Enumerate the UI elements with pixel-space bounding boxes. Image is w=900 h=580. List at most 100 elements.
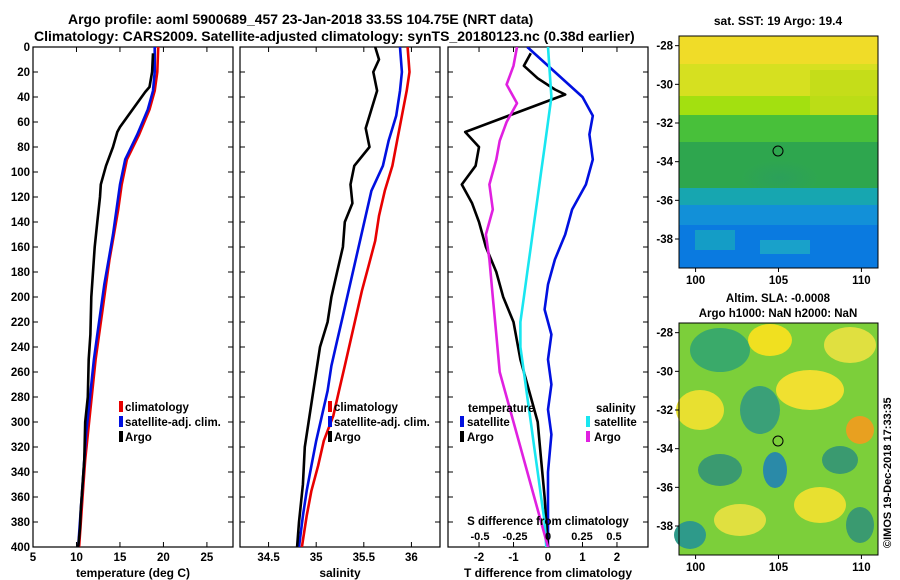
temperature-axes-frame — [32, 46, 234, 548]
legend-swatch-argo — [328, 431, 332, 442]
legend-label-temp-argo: Argo — [467, 432, 494, 444]
difference-legend: temperature satellite Argo salinity sate… — [460, 403, 637, 444]
legend-title-salinity: salinity — [596, 403, 636, 415]
difference-xlabel: T difference from climatology — [464, 566, 632, 580]
x-tick-label: 2 — [614, 552, 620, 564]
x-tick-label: -2 — [474, 552, 484, 564]
series-line-climatology — [300, 47, 411, 547]
sla-map-title: Altim. SLA: -0.0008 — [726, 293, 831, 305]
x-tick-label: 10 — [70, 552, 83, 564]
temperature-ticks: 0 20 40 60 80 100 120 140 160 180 200 220 240 260 280 3… — [11, 42, 233, 564]
difference-ticks: -2 -1 0 1 2 — [448, 46, 648, 564]
temperature-legend: climatology satellite-adj. clim. Argo — [119, 401, 221, 444]
y-tick-label: 120 — [11, 192, 30, 204]
salinity-axes-frame — [239, 46, 441, 548]
y-tick-label: 40 — [17, 92, 30, 104]
map-y-tick-label: -34 — [656, 444, 673, 456]
y-tick-label: 260 — [11, 367, 30, 379]
x-tick-label: 35 — [310, 552, 323, 564]
sla-argo-marker — [772, 435, 784, 447]
y-tick-label: 100 — [11, 167, 30, 179]
legend-swatch-sal-satellite — [586, 416, 590, 427]
map-x-tick-label: 105 — [769, 275, 789, 287]
legend-swatch-argo — [119, 431, 123, 442]
legend-label-temp-satellite: satellite — [467, 417, 510, 429]
x-tick-label: 5 — [30, 552, 37, 564]
salinity-difference-ticks: -0.5 -0.25 0 0.25 0.5 — [471, 531, 622, 543]
temperature-xlabel: temperature (deg C) — [76, 566, 190, 580]
top-tick-label: 0.5 — [606, 531, 621, 543]
legend-swatch-temp-satellite — [460, 416, 464, 427]
series-line-argo — [76, 53, 155, 547]
y-tick-label: 320 — [11, 442, 30, 454]
x-tick-label: 34.5 — [257, 552, 280, 564]
y-tick-label: 140 — [11, 217, 30, 229]
salinity-panel: 34.5 35 35.5 36 salinity climatology satell… — [239, 46, 441, 580]
series-line-argo — [295, 47, 381, 547]
y-tick-label: 160 — [11, 242, 30, 254]
series-line-salinity-argo — [484, 47, 550, 547]
figure-title-line1: Argo profile: aoml 5900689_457 23-Jan-20… — [68, 11, 534, 27]
salinity-ticks: 34.5 35 35.5 36 — [240, 46, 440, 564]
legend-label-sal-satellite: satellite — [594, 417, 637, 429]
y-tick-label: 340 — [11, 467, 30, 479]
sst-map-ticks: -28 -30 -32 -34 -36 -38 100 105 110 — [656, 41, 870, 287]
sst-argo-marker — [772, 145, 784, 157]
map-x-tick-label: 100 — [686, 275, 705, 287]
y-tick-label: 0 — [24, 42, 30, 54]
y-tick-label: 280 — [11, 392, 30, 404]
legend-label-satellite-adj: satellite-adj. clim. — [334, 417, 430, 429]
y-tick-label: 200 — [11, 292, 30, 304]
map-x-tick-label: 100 — [686, 562, 705, 574]
x-tick-label: 20 — [157, 552, 170, 564]
figure-title-line2: Climatology: CARS2009. Satellite-adjuste… — [34, 28, 635, 44]
x-tick-label: 36 — [405, 552, 418, 564]
x-tick-label: 35.5 — [353, 552, 376, 564]
map-y-tick-label: -36 — [656, 195, 673, 207]
sst-field — [679, 36, 878, 268]
x-tick-label: 15 — [114, 552, 127, 564]
sla-map-ticks: -28 -30 -32 -34 -36 -38 100 105 110 — [656, 328, 870, 574]
series-line-salinity-satellite — [519, 47, 553, 547]
map-y-tick-label: -38 — [656, 234, 673, 246]
series-line-temperature-argo — [460, 52, 567, 547]
series-line-satellite-adj-clim- — [297, 47, 404, 547]
y-tick-label: 180 — [11, 267, 30, 279]
salinity-legend: climatology satellite-adj. clim. Argo — [328, 401, 430, 444]
legend-label-climatology: climatology — [125, 402, 190, 414]
legend-title-temperature: temperature — [468, 403, 534, 415]
x-tick-label: -1 — [508, 552, 519, 564]
map-y-tick-label: -32 — [656, 405, 673, 417]
sst-map-panel: sat. SST: 19 Argo: 19.4 -28-30-32-34-36-… — [656, 14, 879, 287]
y-tick-label: 240 — [11, 342, 30, 354]
difference-panel: -2 -1 0 1 2 T difference from climatology S … — [447, 46, 649, 580]
salinity-xlabel: salinity — [319, 566, 361, 580]
legend-swatch-temp-argo — [460, 431, 464, 442]
map-y-tick-label: -34 — [656, 157, 673, 169]
map-y-tick-label: -38 — [656, 521, 673, 533]
top-tick-label: -0.5 — [471, 531, 490, 543]
salinity-lines — [295, 47, 411, 547]
y-tick-label: 360 — [11, 492, 30, 504]
map-y-tick-label: -36 — [656, 482, 673, 494]
x-tick-label: 1 — [579, 552, 586, 564]
y-tick-label: 20 — [17, 67, 30, 79]
map-y-tick-label: -28 — [656, 41, 673, 53]
legend-swatch-climatology — [328, 401, 332, 412]
y-tick-label: 300 — [11, 417, 30, 429]
imos-credit: ©IMOS 19-Dec-2018 17:33:35 — [882, 397, 894, 548]
top-tick-label: -0.25 — [502, 531, 527, 543]
temperature-panel: 0 20 40 60 80 100 120 140 160 180 200 220 240 260 280 3… — [11, 42, 234, 580]
map-x-tick-label: 105 — [769, 562, 789, 574]
difference-top-axis-label: S difference from climatology — [467, 516, 629, 528]
y-tick-label: 80 — [17, 142, 30, 154]
legend-swatch-climatology — [119, 401, 123, 412]
legend-label-argo: Argo — [125, 432, 152, 444]
map-y-tick-label: -28 — [656, 328, 673, 340]
y-tick-label: 380 — [11, 517, 30, 529]
difference-lines — [460, 47, 595, 547]
map-y-tick-label: -30 — [656, 79, 673, 91]
legend-swatch-satellite-adj — [328, 416, 332, 427]
x-tick-label: 25 — [201, 552, 214, 564]
